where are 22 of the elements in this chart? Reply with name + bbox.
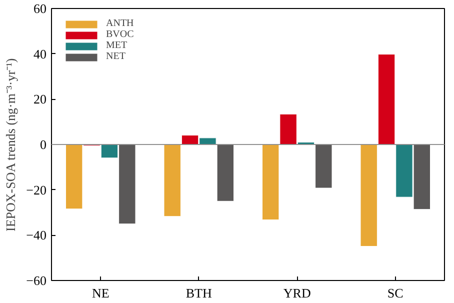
y-tick-label: 0 [40,137,46,152]
bar [315,144,332,188]
x-tick-label: NE [92,286,110,300]
bar [360,144,378,247]
bar [216,144,234,202]
bar [164,144,181,217]
y-tick-label: −20 [26,182,47,198]
y-tick-label: −40 [26,228,47,243]
y-axis-title: IEPOX-SOA trends (ng·m⁻³·yr⁻¹) [3,58,18,232]
x-tick-label: SC [387,286,404,300]
legend-label: NET [106,51,126,62]
x-tick-label: YRD [283,286,311,300]
x-tick-label: BTH [186,286,212,300]
bar [262,144,280,220]
bar [378,54,396,145]
y-tick-label: −60 [26,273,47,288]
y-tick-label: 40 [34,46,46,62]
legend-label: MET [106,40,128,51]
legend-label: BVOC [106,29,134,40]
y-tick-label: 20 [34,92,46,107]
legend-label: ANTH [106,18,134,29]
y-tick-label: 60 [34,1,46,16]
